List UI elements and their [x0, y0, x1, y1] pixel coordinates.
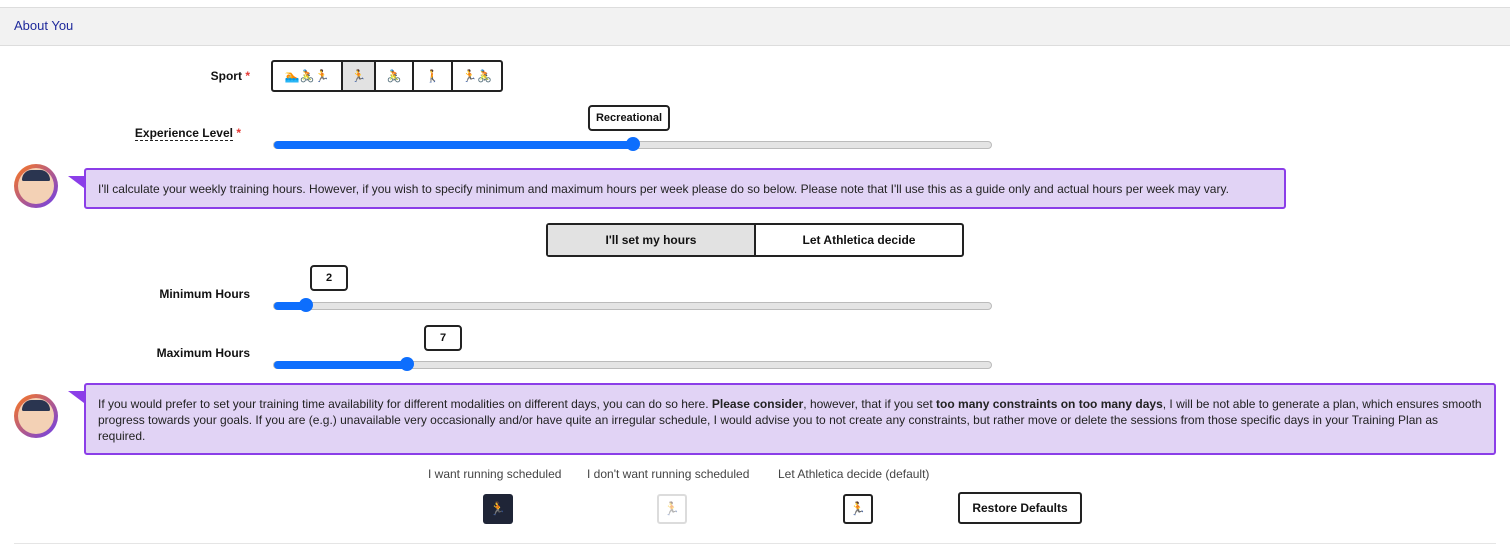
- duathlon-icon: 🏃🚴: [462, 69, 492, 83]
- experience-value-bubble: Recreational: [587, 105, 671, 131]
- coach-message-constraints: If you would prefer to set your training…: [68, 383, 1496, 455]
- set-my-hours-button[interactable]: I'll set my hours: [548, 225, 756, 255]
- athletica-decide-button[interactable]: Let Athletica decide: [802, 233, 916, 247]
- running-icon: 🏃: [663, 501, 681, 516]
- walking-icon: 🚶: [425, 69, 440, 83]
- option-label-dont-want: I don't want running scheduled: [587, 467, 750, 481]
- sport-option-duathlon[interactable]: 🏃🚴: [453, 62, 501, 90]
- sport-label: Sport *: [210, 69, 250, 83]
- slider-thumb[interactable]: [399, 357, 414, 371]
- hours-mode-toggle: I'll set my hours Let Athletica decide: [546, 223, 964, 257]
- sport-option-cycling[interactable]: 🚴: [376, 62, 414, 90]
- cycling-icon: 🚴: [386, 69, 402, 83]
- sport-option-running[interactable]: 🏃: [343, 62, 376, 90]
- sport-selector: 🏊🚴🏃 🏃 🚴 🚶 🏃🚴: [271, 60, 503, 92]
- min-hours-bubble: 2: [310, 265, 348, 291]
- running-icon: 🏃: [351, 69, 366, 83]
- triathlon-icon: 🏊🚴🏃: [284, 69, 330, 83]
- slider-thumb[interactable]: [625, 137, 640, 151]
- coach-message: I'll calculate your weekly training hour…: [68, 168, 1286, 209]
- restore-defaults-button[interactable]: Restore Defaults: [958, 492, 1082, 524]
- section-header: About You: [0, 7, 1510, 46]
- coach-avatar: [14, 164, 58, 208]
- min-hours-slider[interactable]: [273, 298, 992, 312]
- experience-label: Experience Level *: [134, 126, 241, 141]
- coach-avatar: [14, 394, 58, 438]
- slider-thumb[interactable]: [298, 298, 313, 312]
- experience-slider[interactable]: [273, 137, 992, 151]
- max-hours-label: Maximum Hours: [156, 346, 250, 360]
- want-running-button[interactable]: 🏃: [483, 494, 513, 524]
- max-hours-bubble: 7: [424, 325, 462, 351]
- sport-option-walking[interactable]: 🚶: [414, 62, 453, 90]
- option-label-default: Let Athletica decide (default): [778, 467, 930, 481]
- dont-want-running-button[interactable]: 🏃: [657, 494, 687, 524]
- max-hours-slider[interactable]: [273, 357, 992, 371]
- option-label-want: I want running scheduled: [428, 467, 562, 481]
- running-icon: 🏃: [489, 501, 507, 516]
- running-icon: 🏃: [849, 501, 867, 516]
- min-hours-label: Minimum Hours: [159, 287, 250, 301]
- sport-option-triathlon[interactable]: 🏊🚴🏃: [273, 62, 343, 90]
- section-title: About You: [14, 18, 74, 33]
- divider: [14, 543, 1496, 544]
- athletica-decide-running-button[interactable]: 🏃: [843, 494, 873, 524]
